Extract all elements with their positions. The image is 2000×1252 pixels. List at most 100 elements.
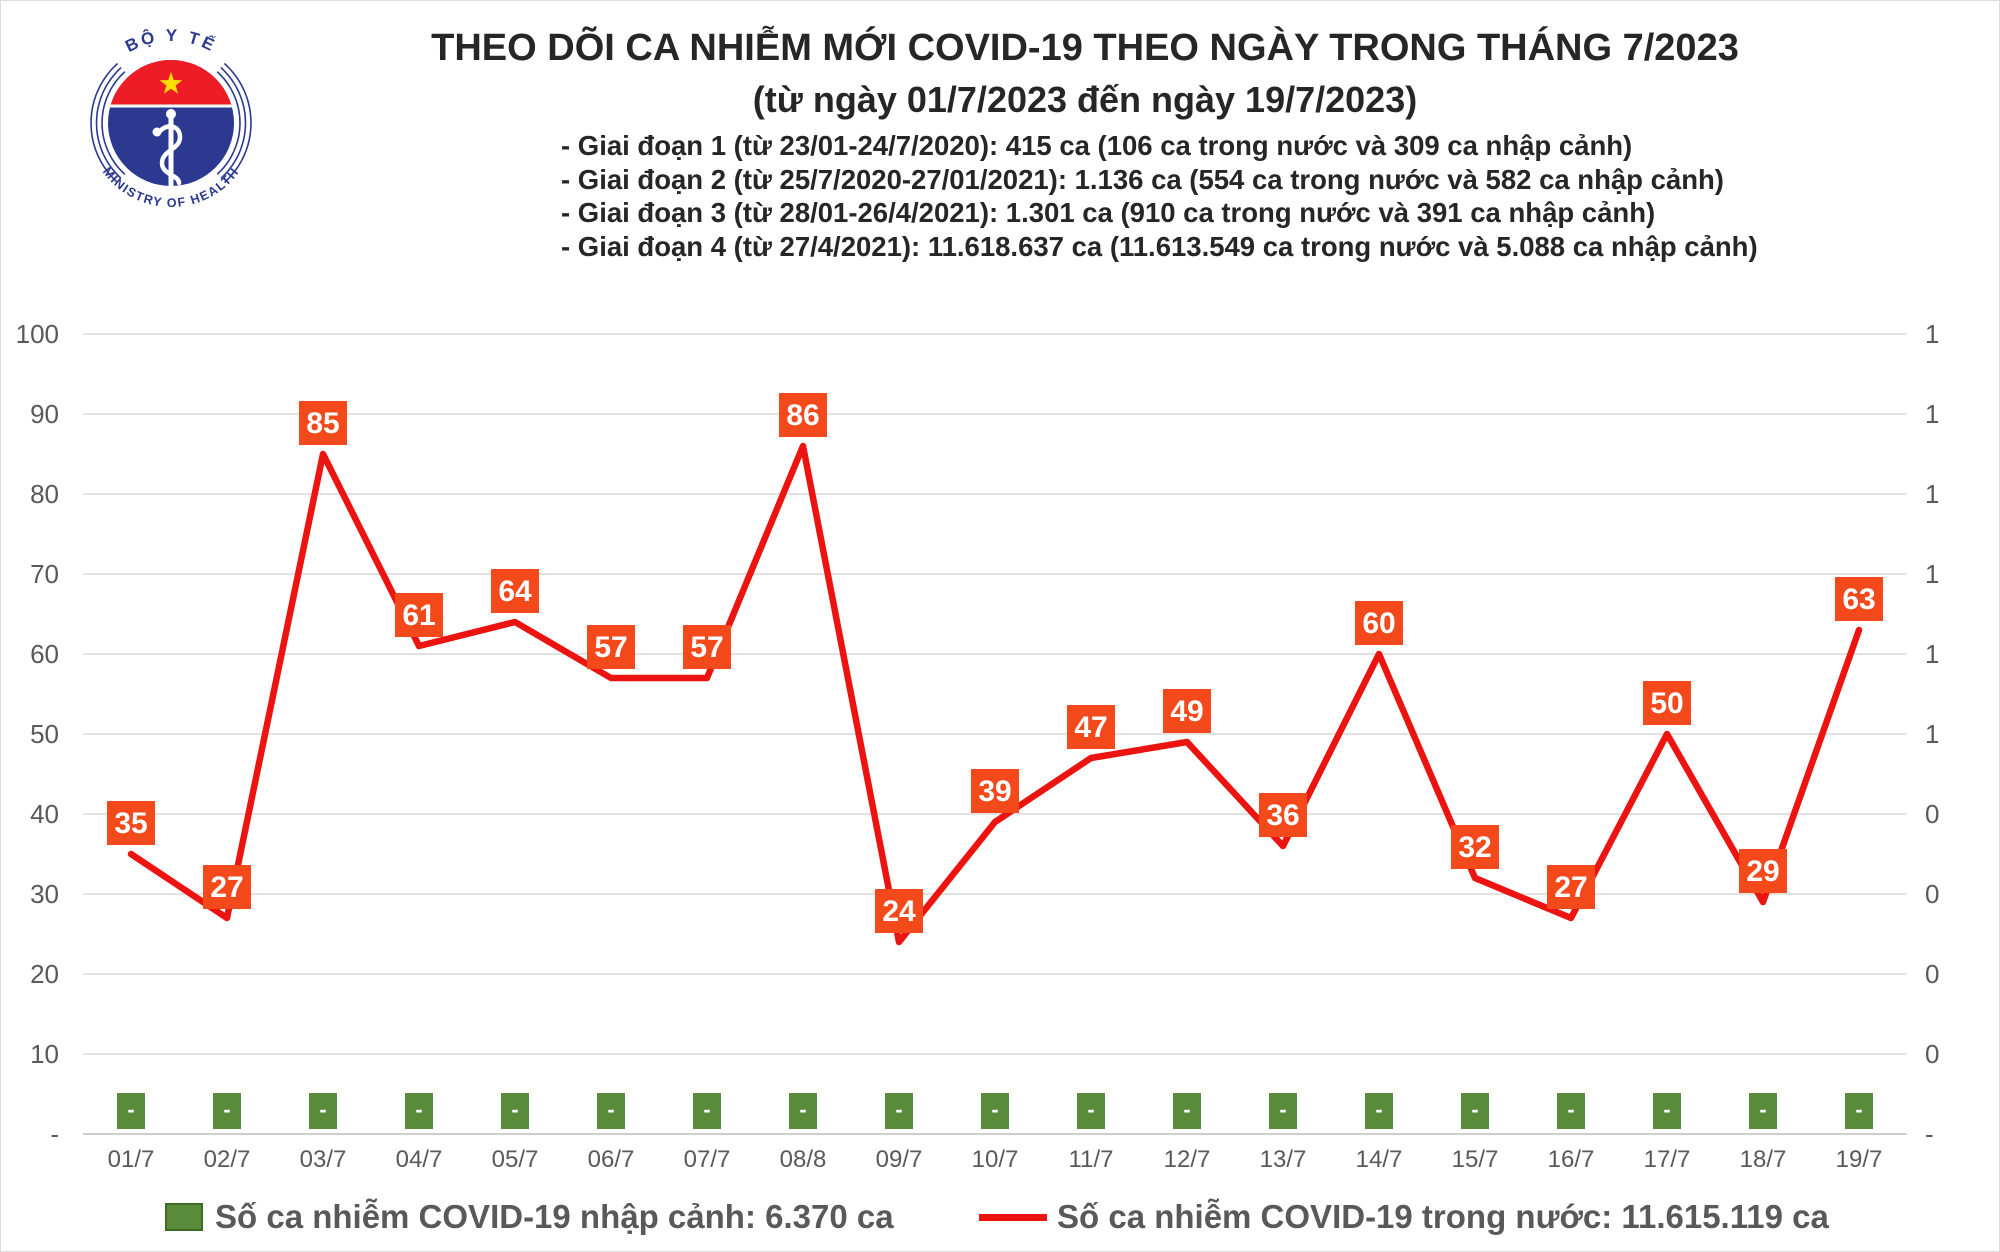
data-label-value: 39 [978,775,1011,808]
zero-bar-label-text: - [415,1097,422,1122]
data-label-value: 27 [210,871,243,904]
data-label-value: 29 [1746,855,1779,888]
zero-bar-label-box [309,1093,337,1129]
y-axis-label-left: 100 [16,319,59,349]
domestic-cases-line [127,442,1863,946]
y-axis-label-left: 40 [30,799,59,829]
x-axis-label: 04/7 [396,1146,443,1173]
data-label-box [299,401,347,445]
y-axis-label-left: 10 [30,1039,59,1069]
x-axis-label: 06/7 [588,1146,635,1173]
x-axis-label: 15/7 [1452,1146,1499,1173]
logo-ray-arc [90,62,119,184]
legend-line-swatch [979,1213,1047,1221]
data-label-box [1739,849,1787,893]
y-axis-label-right: - [1925,1119,1934,1149]
x-axis-label: 19/7 [1836,1146,1883,1173]
data-label-value: 57 [690,631,723,664]
data-label-value: 47 [1074,711,1107,744]
zero-bar-label-box [597,1093,625,1129]
data-label-box [587,625,635,669]
zero-bar-label-text: - [1855,1097,1862,1122]
zero-bar-label-box [213,1093,241,1129]
zero-bar-label-text: - [799,1097,806,1122]
y-axis-label-left: 20 [30,959,59,989]
legend-bar-swatch [165,1203,203,1231]
zero-bar-label-text: - [1759,1097,1766,1122]
data-label-box [1835,577,1883,621]
imported-cases-bar-labels: ------------------- [117,1093,1873,1129]
data-label-box [971,769,1019,813]
data-label-box [203,865,251,909]
zero-bar-label-text: - [223,1097,230,1122]
page-title: THEO DÕI CA NHIỄM MỚI COVID-19 THEO NGÀY… [431,27,1739,69]
x-axis-label: 10/7 [972,1146,1019,1173]
phase-2-note: - Giai đoạn 2 (từ 25/7/2020-27/01/2021):… [561,163,1724,195]
data-label-value: 60 [1362,607,1395,640]
zero-bar-label-box [693,1093,721,1129]
data-label-value: 36 [1266,799,1299,832]
zero-bar-label-text: - [1183,1097,1190,1122]
phase-3-note: - Giai đoạn 3 (từ 28/01-26/4/2021): 1.30… [561,197,1656,228]
zero-bar-label-text: - [1567,1097,1574,1122]
data-label-value: 64 [498,575,532,608]
zero-bar-label-text: - [511,1097,518,1122]
data-label-value: 86 [786,399,819,432]
x-axis-label: 13/7 [1260,1146,1307,1173]
x-axis-label: 01/7 [108,1146,155,1173]
data-label-box [1547,865,1595,909]
y-axis-label-left: 70 [30,559,59,589]
zero-bar-label-text: - [703,1097,710,1122]
y-axis-label-right: 0 [1925,799,1939,829]
legend-domestic-cases: Số ca nhiễm COVID-19 trong nước: 11.615.… [979,1193,1829,1241]
legend-domestic-label: Số ca nhiễm COVID-19 trong nước: 11.615.… [1057,1198,1829,1235]
x-axis-label: 17/7 [1644,1146,1691,1173]
zero-bar-label-box [1749,1093,1777,1129]
zero-bar-label-text: - [895,1097,902,1122]
zero-bar-label-box [1557,1093,1585,1129]
data-label-box [1067,705,1115,749]
data-label-value: 61 [402,599,435,632]
zero-bar-label-text: - [1279,1097,1286,1122]
x-axis-labels: 01/7 02/7 03/7 04/7 05/7 06/7 07/7 08/8 09/7 10/7… [108,1146,1883,1173]
x-axis-label: 14/7 [1356,1146,1403,1173]
zero-bar-label-box [501,1093,529,1129]
logo-ray-arc [223,62,252,184]
x-axis-label: 08/8 [780,1146,827,1173]
phase-1-note: - Giai đoạn 1 (từ 23/01-24/7/2020): 415 … [561,130,1633,161]
y-axis-label-right: 1 [1925,399,1939,429]
data-label-box [683,625,731,669]
y-axis-label-left: 60 [30,639,59,669]
x-axis-label: 11/7 [1069,1146,1114,1173]
x-axis-label: 12/7 [1164,1146,1211,1173]
logo-star-icon [159,72,183,94]
y-axis-label-right: 0 [1925,879,1939,909]
data-label-value: 50 [1650,687,1683,720]
x-axis-label: 07/7 [684,1146,731,1173]
y-axis-label-right: 1 [1925,319,1939,349]
x-axis-label: 02/7 [204,1146,251,1173]
zero-bar-label-text: - [607,1097,614,1122]
zero-bar-label-text: - [991,1097,998,1122]
x-axis-label: 16/7 [1548,1146,1595,1173]
y-axis-label-right: 1 [1925,559,1939,589]
phase-4-note: - Giai đoạn 4 (từ 27/4/2021): 11.618.637… [561,230,1758,262]
legend-imported-label: Số ca nhiễm COVID-19 nhập cảnh: 6.370 ca [215,1198,894,1235]
data-label-box [1643,681,1691,725]
logo-ray-arc [216,71,241,175]
y-axis-label-left: 50 [30,719,59,749]
zero-bar-label-box [1653,1093,1681,1129]
data-label-box [779,393,827,437]
gridlines [83,333,1907,1135]
data-label-value: 27 [1554,871,1587,904]
zero-bar-label-text: - [1375,1097,1382,1122]
zero-bar-label-box [1077,1093,1105,1129]
data-label-value: 24 [882,895,916,928]
logo-ray-arc [101,71,126,175]
zero-bar-label-text: - [1471,1097,1478,1122]
y-axis-label-left: 80 [30,479,59,509]
logo-rays [90,62,252,184]
y-axis-label-right: 1 [1925,479,1939,509]
x-axis-label: 18/7 [1740,1146,1787,1173]
